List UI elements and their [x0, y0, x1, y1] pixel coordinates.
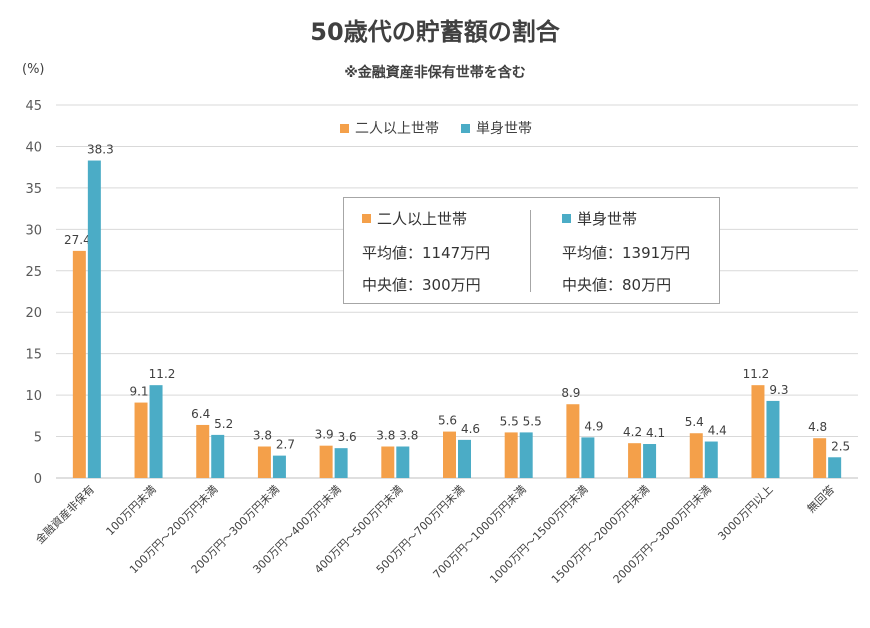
bar-s1-7: [519, 432, 533, 478]
bar-s1-0: [87, 160, 101, 478]
data-label-s0-10: 5.4: [685, 415, 704, 429]
x-tick-label-11: 3000万円以上: [715, 483, 775, 543]
stats-divider: [530, 210, 531, 292]
x-tick-label-12: 無回答: [804, 482, 837, 515]
stats-swatch-series-1: [562, 214, 571, 223]
stats-name-series-1: 単身世帯: [577, 210, 638, 228]
data-label-s1-9: 4.1: [646, 426, 665, 440]
legend-swatch-series-0: [340, 123, 349, 133]
bar-s1-3: [272, 455, 286, 478]
data-label-s0-5: 3.8: [376, 429, 395, 443]
stats-average-series-0: 平均値：1147万円: [362, 244, 491, 262]
y-tick-label-30: 30: [25, 223, 42, 238]
bar-s0-3: [257, 446, 271, 478]
bar-s0-9: [628, 443, 642, 478]
y-tick-label-35: 35: [25, 182, 42, 197]
bar-s0-2: [196, 424, 210, 478]
data-label-s0-11: 11.2: [743, 367, 770, 381]
data-label-s1-3: 2.7: [276, 438, 295, 452]
chart-title: 50歳代の貯蓄額の割合: [310, 18, 560, 46]
legend: 二人以上世帯 単身世帯: [340, 118, 532, 138]
data-label-s1-12: 2.5: [831, 439, 850, 453]
y-tick-label-20: 20: [25, 306, 42, 321]
data-label-s0-4: 3.9: [315, 428, 334, 442]
stats-header-series-0: 二人以上世帯: [362, 208, 467, 229]
stats-average-series-1: 平均値：1391万円: [562, 244, 691, 262]
data-label-s1-8: 4.9: [584, 419, 603, 433]
data-label-s0-9: 4.2: [623, 425, 642, 439]
bar-s1-1: [149, 385, 163, 478]
legend-label-series-0: 二人以上世帯: [355, 121, 439, 137]
y-tick-label-40: 40: [25, 140, 42, 155]
data-label-s1-11: 9.3: [769, 383, 788, 397]
bar-s1-4: [334, 448, 348, 478]
bar-s1-12: [828, 457, 842, 478]
data-label-s0-0: 27.4: [64, 233, 91, 247]
y-axis-label: (%): [22, 62, 45, 77]
bar-s0-10: [689, 433, 703, 478]
bar-s0-6: [443, 431, 456, 478]
bar-s1-8: [581, 437, 595, 478]
data-label-s1-5: 3.8: [399, 429, 418, 443]
bar-s1-9: [643, 444, 657, 478]
data-label-s0-6: 5.6: [438, 414, 457, 428]
y-tick-label-45: 45: [25, 99, 42, 114]
bar-s1-10: [704, 441, 718, 478]
stats-median-series-0: 中央値：300万円: [362, 276, 481, 294]
bar-s1-2: [211, 434, 225, 478]
y-tick-label-15: 15: [25, 348, 42, 363]
data-label-s0-7: 5.5: [500, 414, 519, 428]
bar-s1-5: [396, 446, 410, 478]
data-label-s0-1: 9.1: [129, 385, 148, 399]
x-tick-label-1: 100万円未満: [104, 483, 159, 538]
legend-item-series-0: 二人以上世帯: [340, 118, 439, 138]
bar-s0-8: [566, 404, 580, 478]
data-label-s0-3: 3.8: [253, 429, 272, 443]
data-label-s1-1: 11.2: [149, 367, 176, 381]
data-label-s1-7: 5.5: [523, 414, 542, 428]
data-label-s0-12: 4.8: [808, 420, 827, 434]
data-label-s1-6: 4.6: [461, 422, 480, 436]
bar-s0-5: [381, 446, 395, 478]
bar-s0-1: [134, 402, 148, 478]
data-label-s1-0: 38.3: [87, 143, 114, 157]
y-tick-label-5: 5: [34, 431, 42, 446]
bar-s1-11: [766, 400, 780, 478]
stats-name-series-0: 二人以上世帯: [377, 210, 468, 228]
legend-swatch-series-1: [461, 123, 470, 133]
bar-s0-4: [319, 445, 333, 478]
bar-s1-6: [458, 439, 471, 478]
bar-s0-0: [72, 250, 86, 478]
summary-stats-box: 二人以上世帯 平均値：1147万円 中央値：300万円 単身世帯 平均値：139…: [343, 197, 720, 304]
bar-s0-7: [504, 432, 518, 478]
bar-s0-12: [813, 438, 827, 478]
data-label-s1-4: 3.6: [338, 430, 357, 444]
y-tick-label-0: 0: [34, 472, 42, 487]
data-label-s1-10: 4.4: [708, 424, 727, 438]
bar-s0-11: [751, 385, 765, 478]
data-label-s0-2: 6.4: [191, 407, 210, 421]
chart-subtitle: ※金融資産非保有世帯を含む: [344, 65, 526, 81]
legend-item-series-1: 単身世帯: [461, 118, 532, 138]
stats-header-series-1: 単身世帯: [562, 208, 637, 229]
stats-swatch-series-0: [362, 214, 371, 223]
y-tick-label-25: 25: [25, 265, 42, 280]
data-label-s0-8: 8.9: [561, 386, 580, 400]
y-tick-label-10: 10: [25, 389, 42, 404]
stats-median-series-1: 中央値：80万円: [562, 276, 672, 294]
x-tick-label-0: 金融資産非保有: [33, 482, 97, 546]
data-label-s1-2: 5.2: [214, 417, 233, 431]
legend-label-series-1: 単身世帯: [476, 121, 532, 137]
